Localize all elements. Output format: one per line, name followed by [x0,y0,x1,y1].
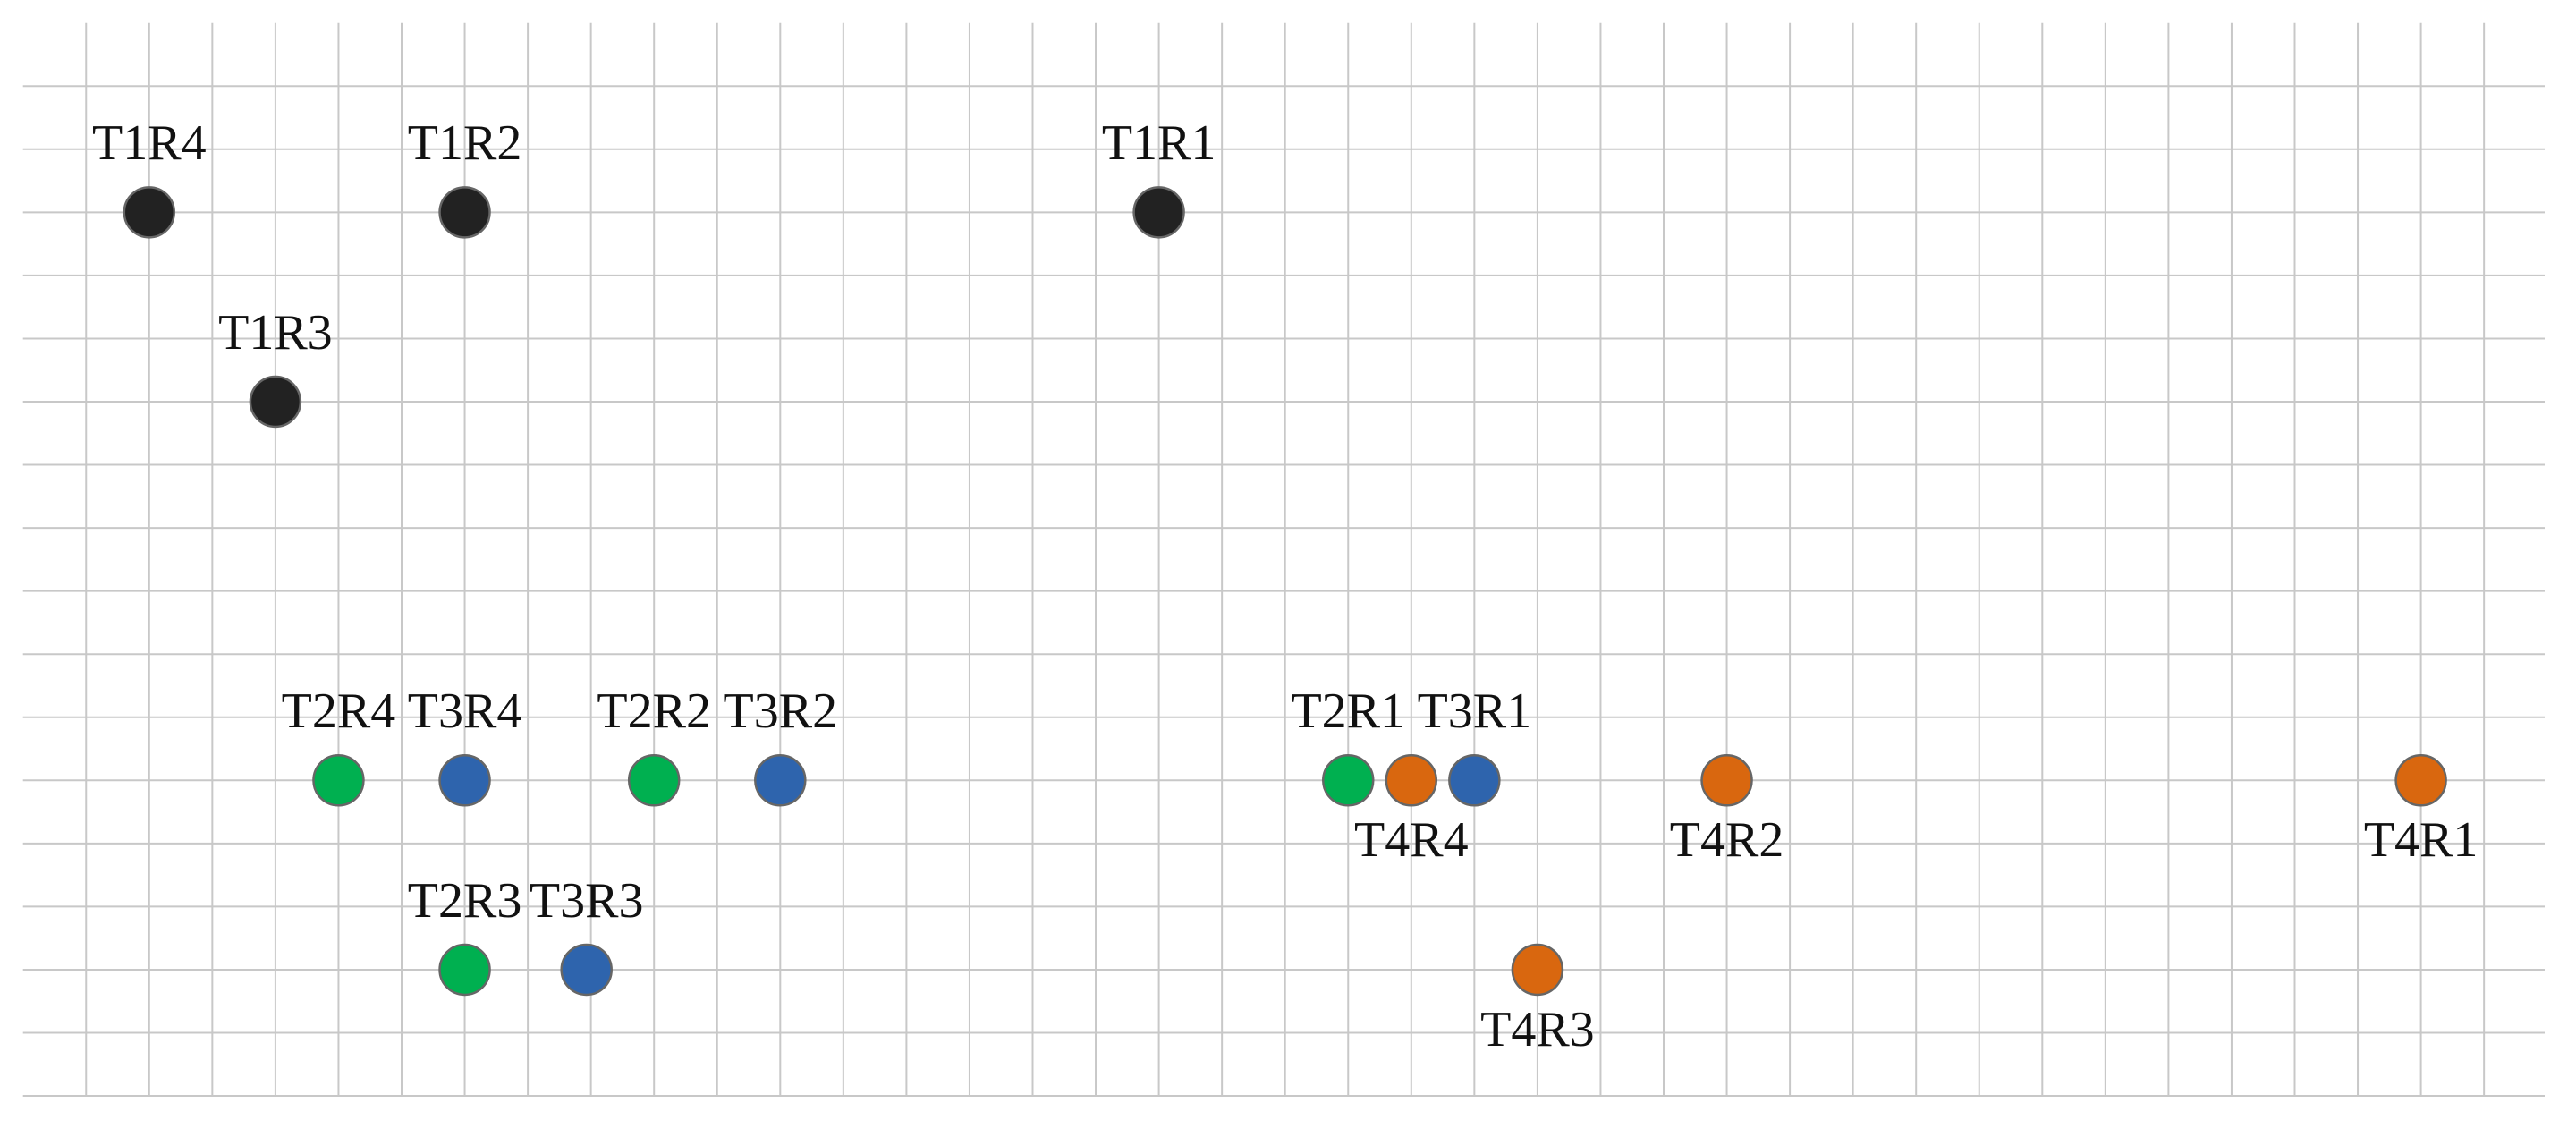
nodes: T1R4 T1R2 T1R1 T1R3 T2R4 T3R4 T2R2 T3R2 T2R1 T3R1… [92,115,2478,1057]
node-dot [1132,186,1185,239]
node-dot [1448,754,1501,807]
node-dot [1700,754,1753,807]
node-label: T3R2 [724,683,838,739]
node-dot [123,186,176,239]
node-label: T2R1 [1291,683,1405,739]
node-dot [1385,754,1438,807]
node-dot [627,754,681,807]
node-label: T1R4 [92,115,207,171]
node-dot [438,943,491,997]
node-dot [438,754,491,807]
node-label: T1R2 [408,115,522,171]
node-label: T1R3 [218,305,333,361]
node-label: T4R2 [1670,812,1784,868]
node-label: T2R2 [597,683,711,739]
node-dot [1322,754,1375,807]
node-label: T3R4 [408,683,522,739]
node-label: T2R3 [408,873,522,929]
node-dot [1511,943,1564,997]
node-label: T1R1 [1102,115,1216,171]
node-label: T4R3 [1480,1002,1595,1057]
node-label: T4R4 [1354,812,1469,868]
node-dot [2394,754,2447,807]
grid [22,22,2545,1098]
node-dot [438,186,491,239]
node-label: T4R1 [2364,812,2479,868]
node-label: T3R1 [1418,683,1532,739]
node-dot [754,754,807,807]
node-dot [249,375,302,429]
node-label: T3R3 [530,873,644,929]
node-dot [560,943,613,997]
node-label: T2R4 [282,683,396,739]
node-dot [312,754,365,807]
